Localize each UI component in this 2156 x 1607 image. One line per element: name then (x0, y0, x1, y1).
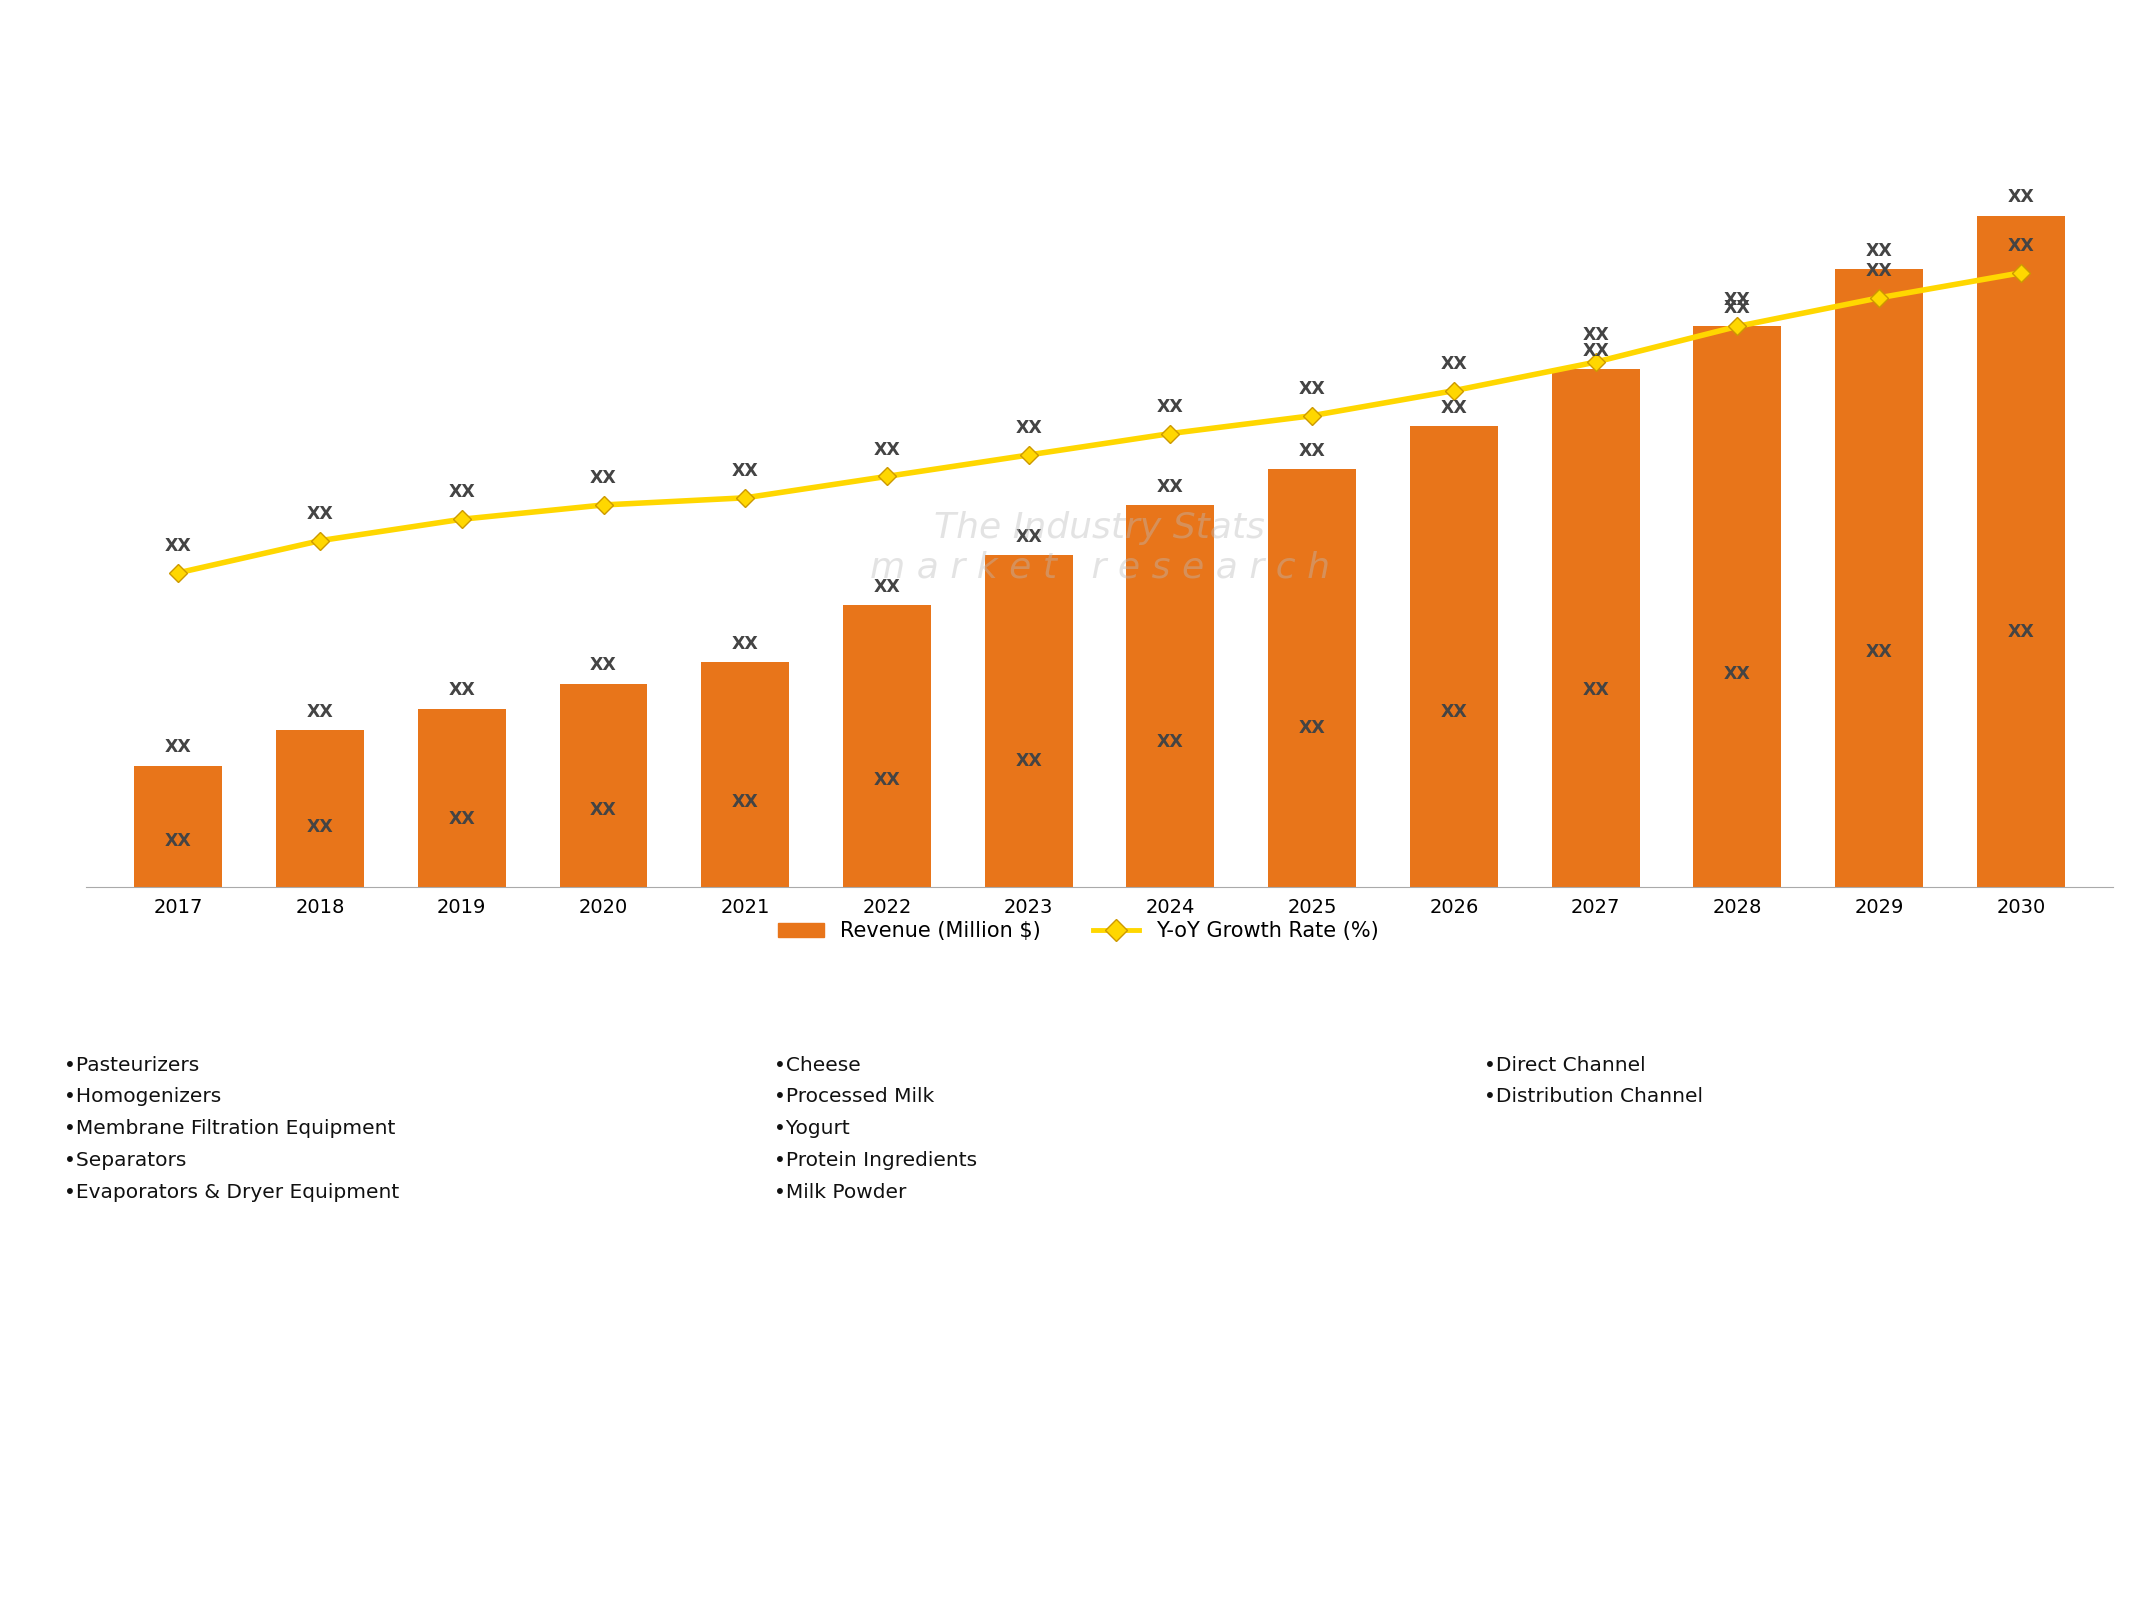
Text: XX: XX (166, 537, 192, 554)
Text: XX: XX (591, 800, 617, 818)
Bar (561, 683, 647, 887)
Text: XX: XX (873, 440, 901, 458)
Text: XX: XX (873, 577, 901, 596)
Text: XX: XX (1015, 419, 1041, 437)
Text: XX: XX (2007, 188, 2033, 206)
Text: XX: XX (448, 681, 474, 699)
Bar (134, 765, 222, 887)
Bar (1268, 469, 1356, 887)
Bar (1835, 270, 1923, 887)
Text: XX: XX (1015, 752, 1041, 770)
Bar (1552, 370, 1639, 887)
Text: XX: XX (1583, 326, 1608, 344)
Text: XX: XX (873, 771, 901, 789)
Text: XX: XX (1865, 243, 1893, 260)
Text: XX: XX (1440, 355, 1468, 373)
Text: XX: XX (591, 656, 617, 675)
Text: Sales Channels: Sales Channels (1703, 1035, 1874, 1054)
Bar (985, 554, 1074, 887)
Text: XX: XX (306, 505, 334, 522)
Text: XX: XX (1440, 399, 1468, 418)
Bar (701, 662, 789, 887)
Text: Product Types: Product Types (291, 1035, 444, 1054)
Text: XX: XX (1298, 442, 1326, 460)
Text: XX: XX (1158, 733, 1184, 750)
Bar (1125, 505, 1214, 887)
Text: XX: XX (2007, 236, 2033, 256)
Text: XX: XX (2007, 624, 2033, 641)
Text: XX: XX (448, 484, 474, 501)
Text: XX: XX (166, 832, 192, 850)
Text: XX: XX (1158, 477, 1184, 495)
Text: XX: XX (731, 792, 759, 810)
Text: XX: XX (1298, 720, 1326, 738)
Text: Application: Application (1015, 1035, 1141, 1054)
Text: XX: XX (166, 738, 192, 757)
Text: XX: XX (1158, 397, 1184, 416)
Text: Website: www.theindustrystats.com: Website: www.theindustrystats.com (1761, 1567, 2130, 1586)
Text: XX: XX (1440, 702, 1468, 722)
Bar (1692, 326, 1781, 887)
Text: XX: XX (306, 702, 334, 720)
Legend: Revenue (Million $), Y-oY Growth Rate (%): Revenue (Million $), Y-oY Growth Rate (%… (770, 913, 1386, 950)
Bar (843, 604, 931, 887)
Text: XX: XX (1725, 299, 1751, 317)
Bar (1410, 426, 1498, 887)
Text: XX: XX (306, 818, 334, 836)
Text: XX: XX (731, 635, 759, 652)
Text: XX: XX (448, 810, 474, 828)
Text: XX: XX (731, 461, 759, 480)
Text: Email: sales@theindustrystats.com: Email: sales@theindustrystats.com (901, 1567, 1255, 1586)
Bar (1977, 215, 2065, 887)
Text: XX: XX (1865, 643, 1893, 662)
Text: Fig. Global Dairy Processing Equipment Market Status and Outlook: Fig. Global Dairy Processing Equipment M… (26, 47, 1078, 74)
Text: XX: XX (1725, 291, 1751, 309)
Text: XX: XX (1583, 342, 1608, 360)
Bar (418, 709, 507, 887)
Text: Source: Theindustrystats Analysis: Source: Theindustrystats Analysis (26, 1567, 371, 1586)
Text: XX: XX (1725, 665, 1751, 683)
Text: XX: XX (591, 469, 617, 487)
Text: XX: XX (1015, 527, 1041, 546)
Text: XX: XX (1298, 379, 1326, 399)
Text: •Pasteurizers
•Homogenizers
•Membrane Filtration Equipment
•Separators
•Evaporat: •Pasteurizers •Homogenizers •Membrane Fi… (63, 1056, 399, 1202)
Text: The Industry Stats
m a r k e t   r e s e a r c h: The Industry Stats m a r k e t r e s e a… (869, 511, 1330, 585)
Bar (276, 730, 364, 887)
Text: XX: XX (1865, 262, 1893, 280)
Text: XX: XX (1583, 681, 1608, 699)
Text: •Cheese
•Processed Milk
•Yogurt
•Protein Ingredients
•Milk Powder: •Cheese •Processed Milk •Yogurt •Protein… (774, 1056, 977, 1202)
Text: •Direct Channel
•Distribution Channel: •Direct Channel •Distribution Channel (1483, 1056, 1703, 1106)
